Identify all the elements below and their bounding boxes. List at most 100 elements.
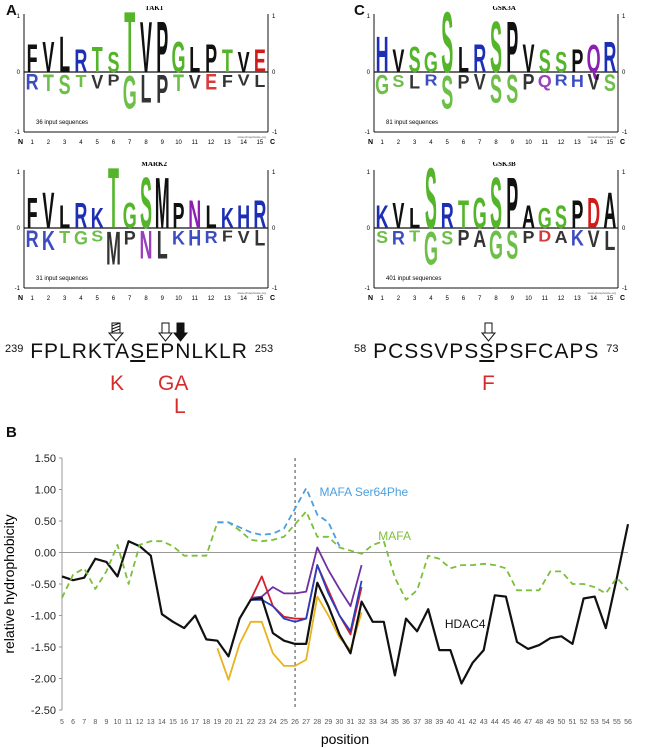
logo-letter-group: S (555, 198, 567, 235)
logo-letter-group: S (441, 0, 453, 91)
logo-letter: F (27, 36, 38, 81)
logo-position-label: 9 (161, 140, 165, 146)
logo-letter-group: R (74, 196, 87, 237)
logo-tak1: 1 0 -1 1 0 -1 N C 1 2 3 4 5 6 7 8 9 10 11 12 13 14 15 TAK1 36 in… (10, 0, 285, 146)
logo-letter: S (555, 47, 567, 79)
logo-letter-below: R (555, 71, 568, 89)
y-tick-label: -1.00 (31, 611, 56, 623)
panel-letter-b: B (6, 424, 17, 441)
logo-letter-group: G (172, 34, 186, 82)
x-tick-label: 24 (269, 719, 277, 726)
sequence-end: 73 (606, 343, 619, 355)
logo-letter: R (603, 34, 616, 82)
x-tick-label: 53 (591, 719, 599, 726)
logo-letter-below: T (409, 227, 421, 245)
logo-letter: R (253, 192, 266, 237)
logo-tick-bottom: -1 (15, 286, 21, 292)
sequence-start: 239 (5, 343, 24, 355)
logo-c-label: C (620, 139, 625, 146)
logo-letter-below: S (490, 67, 502, 112)
logo-letter-below: T (43, 71, 54, 97)
logo-letter-below: G (123, 65, 137, 119)
logo-letter: P (506, 164, 518, 245)
x-tick-label: 43 (480, 719, 488, 726)
logo-position-label: 3 (63, 296, 67, 302)
logo-letter-group-below: S (59, 69, 71, 100)
logo-position-label: 9 (161, 296, 165, 302)
logo-letter: K (91, 203, 104, 235)
logo-tick-zero-right: 0 (272, 70, 276, 76)
logo-position-label: 9 (511, 140, 515, 146)
logo-letter-group: T (124, 0, 135, 91)
logo-letter-group: R (74, 42, 87, 79)
logo-letter-below: P (523, 71, 535, 95)
x-tick-label: 42 (469, 719, 477, 726)
logo-letter-group: V (392, 196, 404, 237)
logo-letter-below: A (473, 227, 486, 253)
logo-position-label: 3 (413, 140, 417, 146)
logo-letter-group-below: L (141, 67, 152, 112)
logo-letter: R (74, 196, 87, 237)
x-tick-label: 40 (447, 719, 455, 726)
logo-letter-group-below: G (123, 65, 137, 119)
logo-position-label: 11 (542, 296, 549, 302)
x-tick-label: 38 (424, 719, 432, 726)
logo-position-label: 6 (462, 296, 466, 302)
logo-letter-group: P (571, 192, 583, 237)
logo-position-label: 1 (30, 140, 34, 146)
logo-c-label: C (270, 295, 275, 302)
logo-letter: V (392, 42, 404, 79)
x-tick-label: 45 (502, 719, 510, 726)
x-tick-label: 52 (580, 719, 588, 726)
logo-letter-below: N (140, 223, 153, 268)
logo-letter: R (74, 42, 87, 79)
logo-position-label: 8 (494, 140, 498, 146)
logo-letter: F (27, 190, 38, 238)
logo-letter-group: M (155, 164, 170, 245)
logo-letter-group-below: V (91, 72, 103, 94)
logo-letter-below: L (157, 223, 168, 268)
mutation-ga: GA (158, 372, 189, 395)
logo-tick-top: 1 (367, 170, 371, 176)
x-tick-label: 35 (391, 719, 399, 726)
logo-letter-group-below: M (106, 221, 121, 275)
logo-letter: P (506, 8, 518, 89)
phospho-site: S (130, 340, 146, 363)
logo-letter-below: R (424, 71, 437, 89)
logo-position-label: 3 (413, 296, 417, 302)
sequence-post: EPNLKLR (145, 340, 248, 363)
logo-letter-group: A (522, 198, 535, 235)
logo-n-label: N (368, 295, 373, 302)
logo-letter-below: P (457, 227, 469, 251)
logo-letter-group: V (140, 8, 152, 89)
logo-letter-below: T (59, 227, 70, 247)
logo-letter-below: R (392, 228, 405, 250)
logo-letter-below: V (588, 71, 601, 95)
logo-letter-below: P (523, 227, 535, 247)
logo-letter-group: L (458, 40, 469, 81)
logo-letter: G (473, 190, 487, 238)
logo-letter-group-below: T (409, 227, 421, 245)
series-line-hdac4-variant-yellow- (216, 595, 363, 681)
logo-letter-group-below: P (124, 228, 136, 250)
logo-position-label: 12 (208, 140, 215, 146)
logo-letter-below: S (604, 71, 616, 97)
x-tick-label: 25 (280, 719, 288, 726)
x-tick-label: 49 (546, 719, 554, 726)
logo-letter-below: F (222, 227, 233, 245)
logo-letter-below: S (376, 227, 388, 247)
logo-letter-below: K (172, 228, 185, 250)
logo-letter-group-below: R (555, 71, 568, 89)
logo-letter-group: P (205, 36, 217, 81)
logo-letter-group-below: S (506, 223, 518, 268)
x-tick-label: 15 (169, 719, 177, 726)
series-line-mafa-ser64phe (217, 487, 341, 547)
logo-letter: L (409, 203, 420, 235)
logo-position-label: 15 (607, 140, 614, 146)
logo-letter-below: L (254, 227, 265, 251)
logo-letter-group: L (59, 28, 70, 84)
logo-letter-group: G (538, 203, 552, 235)
logo-letter: P (571, 42, 583, 79)
logo-letter-group: S (555, 47, 567, 79)
